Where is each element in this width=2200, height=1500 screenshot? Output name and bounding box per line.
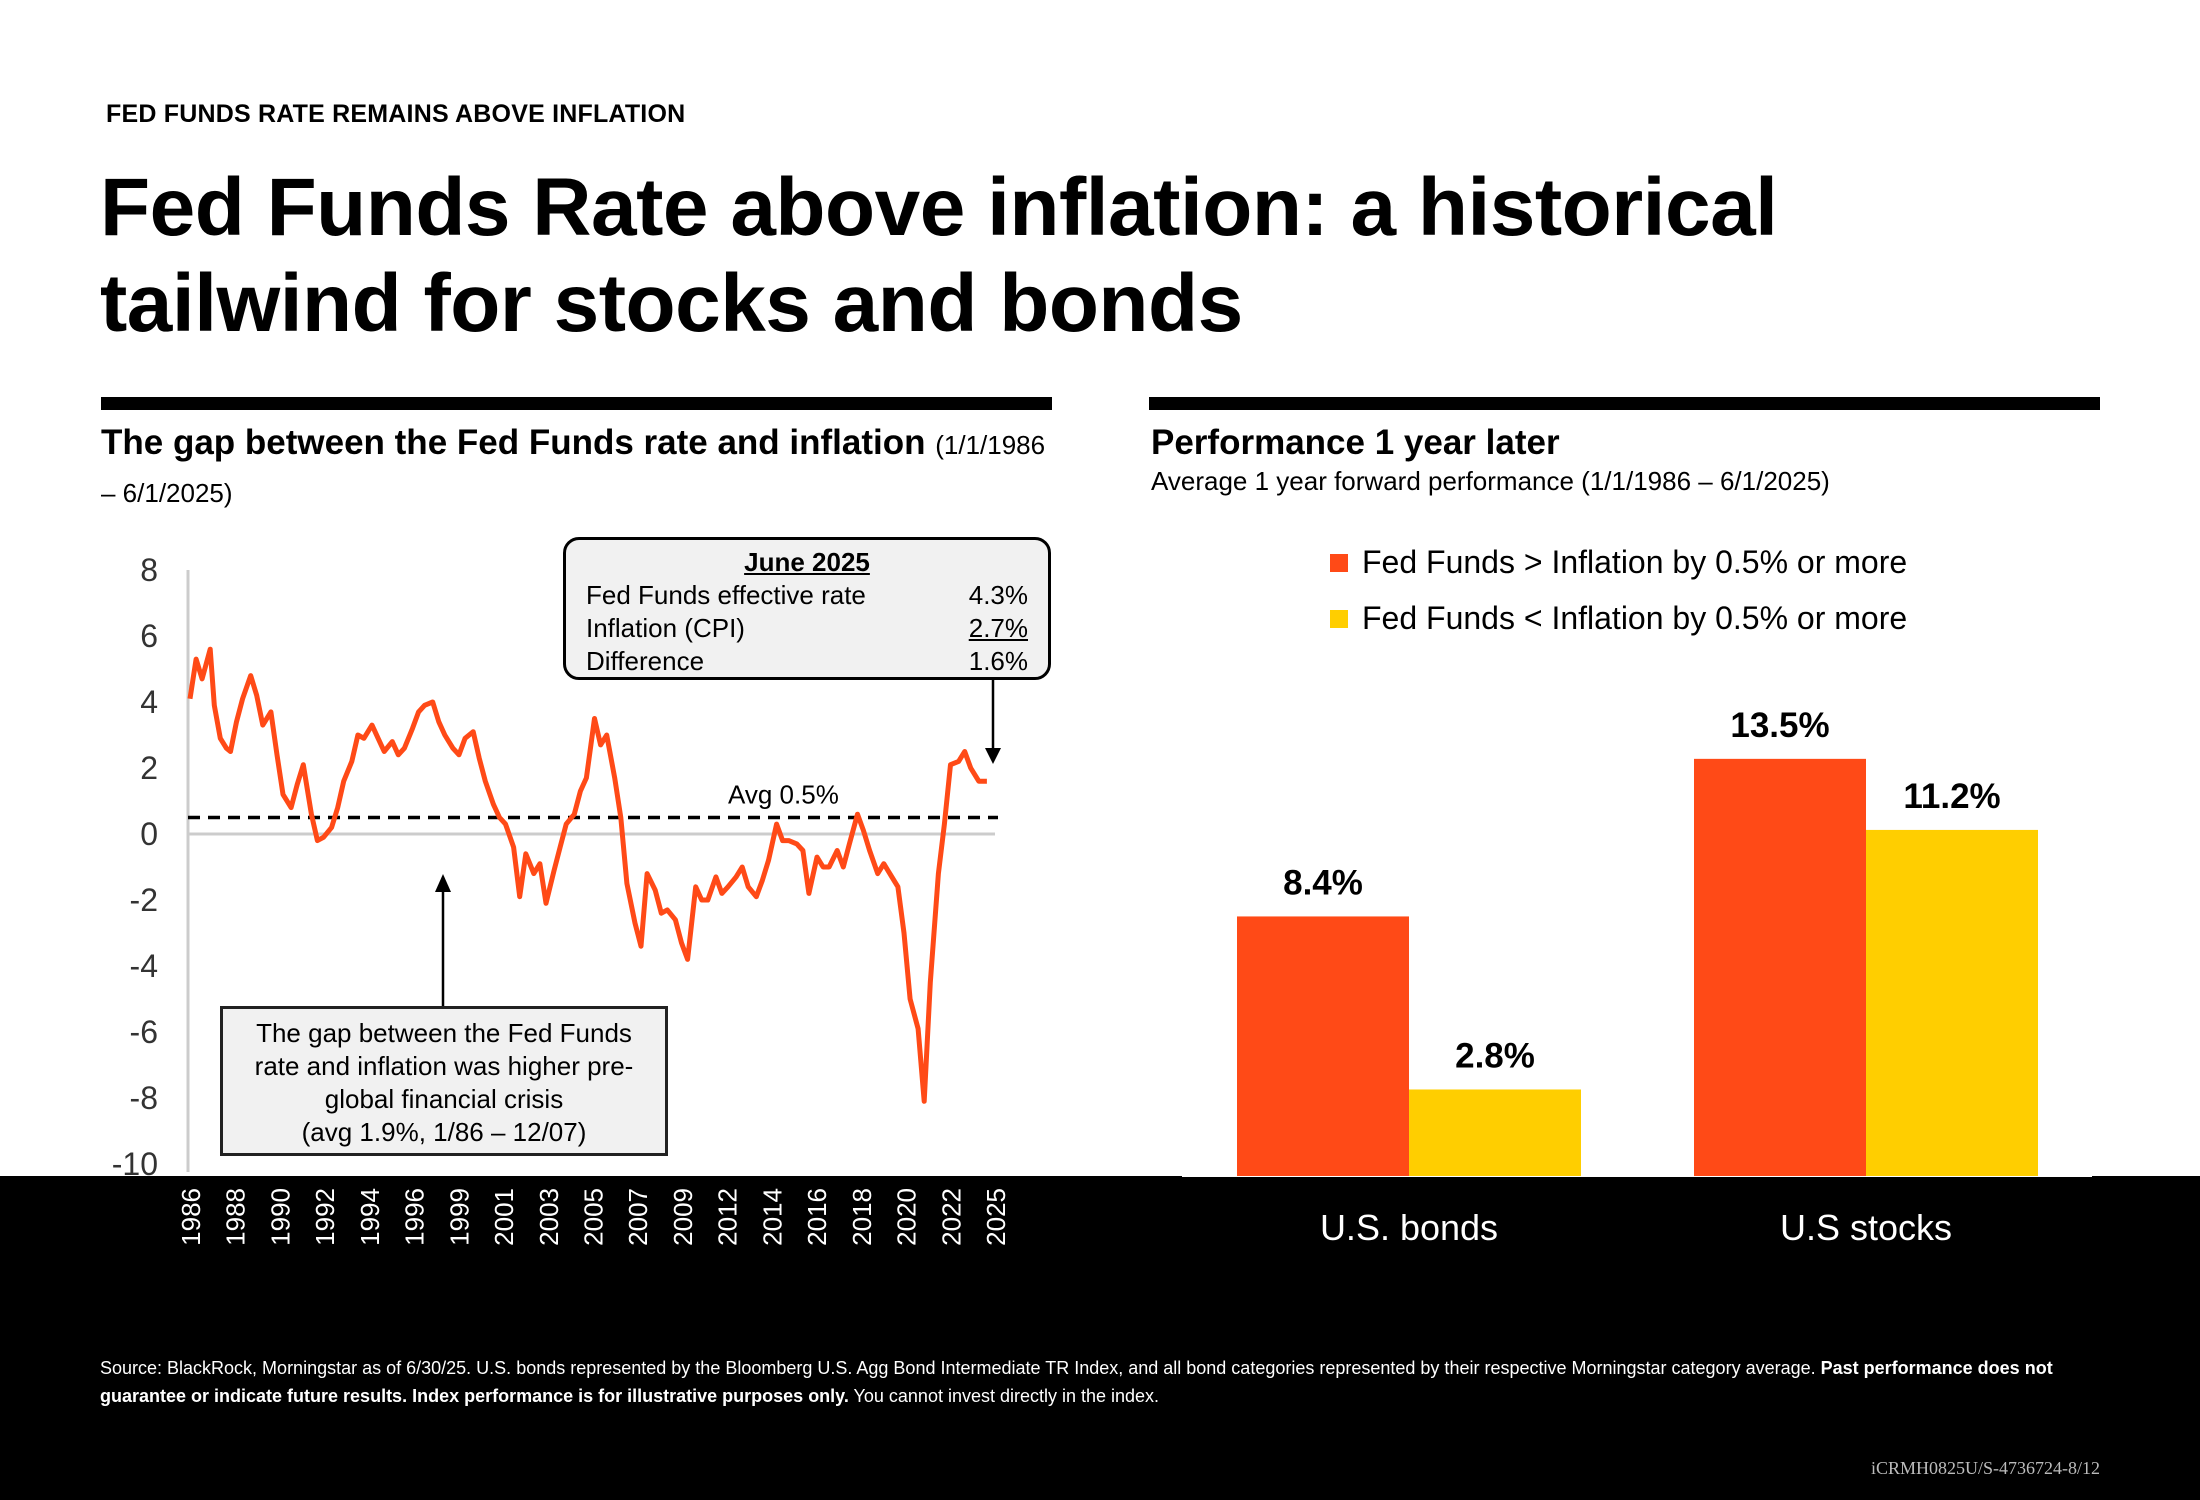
average-label: Avg 0.5% [728,780,839,810]
gap-callout-line: global financial crisis [324,1084,564,1114]
document-code: iCRMH0825U/S-4736724-8/12 [1870,1458,2100,1478]
legend-item-below: Fed Funds < Inflation by 0.5% or more [1330,600,1907,637]
gap-callout-line: The gap between the Fed Funds [256,1018,632,1048]
bar-chart-title: Performance 1 year later [1151,423,1560,462]
x-tick-label: 2016 [802,1188,832,1246]
x-tick-label: 2012 [713,1188,743,1246]
y-tick-label: ‑2 [130,882,158,918]
y-tick-label: ‑10 [112,1146,158,1182]
line-chart-date-range: (1/1/1986 – 6/1/2025) [101,430,1046,508]
bar [1694,758,1866,1176]
legend-label: Fed Funds > Inflation by 0.5% or more [1362,544,1908,580]
bar-value-label: 2.8% [1455,1036,1535,1075]
page-title: Fed Funds Rate above inflation: a histor… [100,162,1778,349]
bar-category-label: U.S. bonds [1320,1207,1498,1248]
y-tick-label: ‑6 [130,1014,158,1050]
footnote-tail: You cannot invest directly in the index. [848,1386,1160,1406]
june-callout-row: Difference 1.6% [586,645,1028,678]
right-panel-rule [1149,397,2100,410]
bar-chart-subtitle: Average 1 year forward performance (1/1/… [1151,466,1830,496]
june-arrow-head [985,748,1001,764]
bar-value-label: 13.5% [1730,706,1829,745]
x-tick-label: 2022 [936,1188,966,1246]
x-tick-label: 1999 [444,1188,474,1246]
gap-callout-line: (avg 1.9%, 1/86 – 12/07) [301,1117,587,1147]
june-callout-title: June 2025 [744,547,870,577]
x-tick-label: 1994 [355,1188,385,1246]
y-tick-label: 6 [140,618,158,654]
gap-callout-line: rate and inflation was higher pre- [254,1051,634,1081]
legend-item-above: Fed Funds > Inflation by 0.5% or more [1330,544,1907,581]
bar [1409,1089,1581,1176]
bar-value-label: 8.4% [1283,863,1363,902]
x-tick-label: 2009 [668,1188,698,1246]
x-tick-label: 1986 [176,1188,206,1246]
june-row-value: 4.3% [968,580,1028,610]
x-tick-label: 1988 [221,1188,251,1246]
x-tick-label: 1992 [310,1188,340,1246]
gap-arrow-head [435,874,451,892]
x-tick-label: 2003 [534,1188,564,1246]
legend-swatch-orange [1330,553,1348,572]
source-footnote: Source: BlackRock, Morningstar as of 6/3… [100,1354,2100,1410]
june-2025-callout: June 2025 Fed Funds effective rate 4.3% … [563,537,1051,680]
y-tick-label: 0 [140,816,158,852]
june-row-label: Inflation (CPI) [586,613,745,643]
x-tick-label: 2025 [981,1188,1011,1246]
june-row-label: Difference [586,646,705,676]
line-chart-title-text: The gap between the Fed Funds rate and i… [101,423,926,462]
x-tick-label: 1990 [265,1188,295,1246]
bar [1866,829,2038,1176]
x-tick-label: 1996 [400,1188,430,1246]
legend-label: Fed Funds < Inflation by 0.5% or more [1362,600,1908,636]
bar [1237,916,1409,1176]
line-chart-title: The gap between the Fed Funds rate and i… [101,420,1061,516]
y-tick-label: 4 [140,684,158,720]
footnote-disclaimer: Past performance does not guarantee or i… [100,1358,2053,1406]
x-tick-label: 2018 [847,1188,877,1246]
footnote-source: Source: BlackRock, Morningstar as of 6/3… [100,1358,1821,1378]
x-tick-label: 2001 [489,1188,519,1246]
bar-category-label: U.S stocks [1780,1207,1952,1248]
june-row-label: Fed Funds effective rate [586,580,866,610]
x-tick-label: 2007 [623,1188,653,1246]
gap-series-line [187,646,987,1104]
eyebrow-label: FED FUNDS RATE REMAINS ABOVE INFLATION [106,100,686,128]
june-row-value: 1.6% [968,646,1028,676]
y-tick-label: ‑8 [130,1080,158,1116]
x-tick-label: 2005 [579,1188,609,1246]
y-tick-label: 2 [140,750,158,786]
june-callout-row: Inflation (CPI) 2.7% [586,612,1028,645]
legend-swatch-yellow [1330,609,1348,628]
y-tick-label: ‑4 [130,948,158,984]
x-tick-label: 2014 [757,1188,787,1246]
y-tick-label: 8 [140,552,158,588]
x-tick-label: 2020 [892,1188,922,1246]
pre-gfc-callout: The gap between the Fed Funds rate and i… [220,1006,668,1156]
bottom-band [0,1176,2200,1500]
june-callout-row: Fed Funds effective rate 4.3% [586,579,1028,612]
june-row-value: 2.7% [968,613,1028,643]
bar-value-label: 11.2% [1903,777,2000,816]
left-panel-rule [101,397,1052,410]
